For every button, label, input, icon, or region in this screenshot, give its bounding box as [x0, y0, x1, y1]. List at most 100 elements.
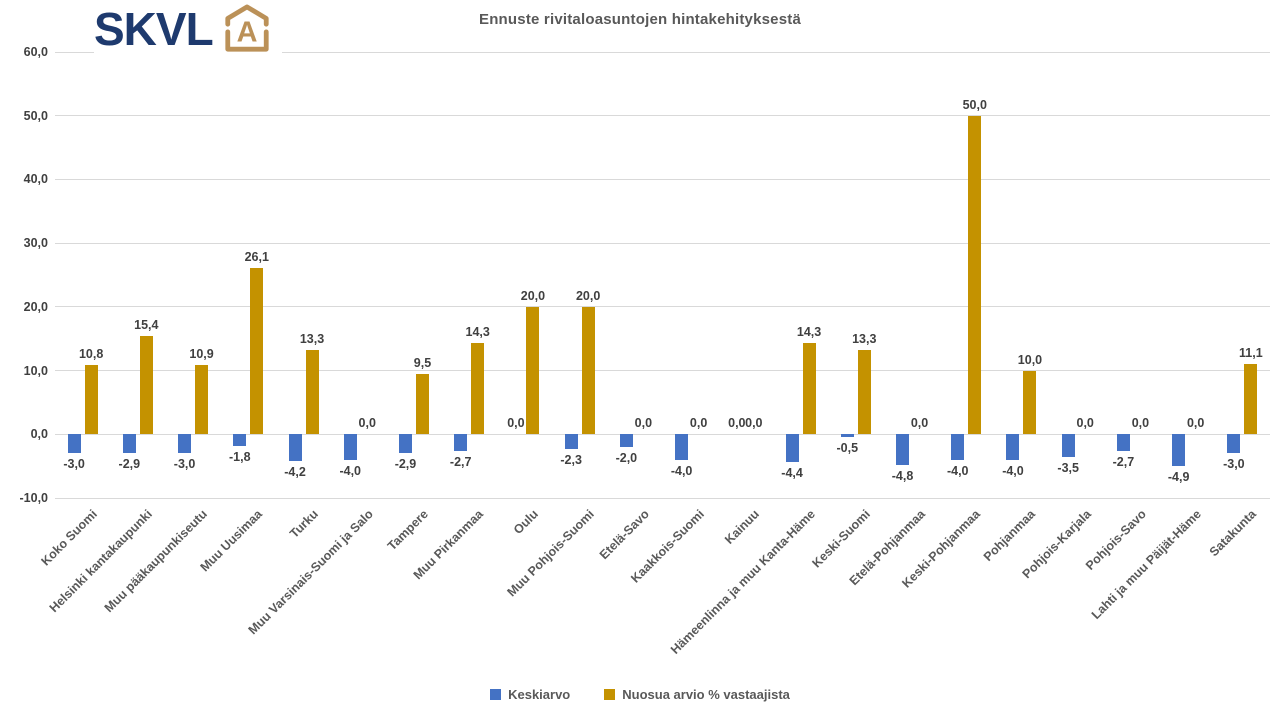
gridline: [55, 178, 1270, 180]
bar-value-label: 14,3: [796, 325, 822, 340]
bar-keskiarvo: [840, 434, 854, 438]
bar-nousu-arvio: [139, 336, 153, 435]
x-axis-category-label: Lahti ja muu Päijät-Häme: [1089, 507, 1205, 623]
bar-value-label: 0,0: [689, 416, 708, 431]
y-axis-tick-label: 50,0: [23, 108, 48, 123]
gridline: [55, 51, 1270, 53]
bar-keskiarvo: [896, 434, 910, 465]
bar-keskiarvo: [951, 434, 965, 460]
bar-value-label: -1,8: [229, 449, 251, 464]
bar-nousu-arvio: [471, 343, 485, 435]
bar-keskiarvo: [1006, 434, 1020, 460]
x-axis-category-label: Pohjanmaa: [981, 507, 1039, 565]
bar-keskiarvo: [564, 434, 578, 449]
bar-nousu-arvio: [84, 365, 98, 435]
bar-value-label: 0,0: [910, 416, 929, 431]
x-axis-category-label: Kainuu: [722, 507, 763, 547]
y-axis-tick-label: 10,0: [23, 363, 48, 378]
gridline: [55, 115, 1270, 117]
legend-swatch-icon: [490, 689, 502, 700]
bar-value-label: 14,3: [465, 325, 490, 340]
bar-nousu-arvio: [581, 306, 595, 435]
bar-value-label: 10,0: [1017, 352, 1043, 367]
bar-value-label: -2,7: [1112, 455, 1135, 470]
x-axis-category-label: Etelä-Savo: [596, 507, 652, 563]
chart-legend: Keskiarvo Nuosua arvio % vastaajista: [0, 687, 1280, 702]
svg-text:A: A: [236, 17, 257, 49]
bar-nousu-arvio: [415, 373, 429, 435]
bar-keskiarvo: [1172, 434, 1186, 466]
bar-keskiarvo: [122, 434, 136, 453]
bar-value-label: 9,5: [413, 355, 432, 370]
bar-value-label: 13,3: [852, 331, 877, 346]
bar-keskiarvo: [178, 434, 192, 454]
y-axis-tick-label: 30,0: [23, 236, 48, 251]
bar-value-label: 15,4: [134, 318, 159, 333]
bar-keskiarvo: [233, 434, 247, 446]
bar-value-label: 0,0: [1076, 416, 1094, 431]
bar-keskiarvo: [398, 434, 412, 453]
bar-value-label: 0,0: [358, 416, 376, 431]
bar-value-label: -4,0: [670, 463, 693, 478]
y-axis-tick-label: 40,0: [23, 172, 48, 187]
gridline: [55, 433, 1270, 435]
y-axis-tick-label: 60,0: [23, 45, 48, 59]
bar-value-label: -4,4: [781, 466, 803, 481]
x-axis-category-label: Tampere: [384, 507, 431, 554]
bar-value-label: 13,3: [299, 331, 325, 346]
gridline: [55, 370, 1270, 372]
x-axis-category-label: Satakunta: [1207, 507, 1260, 560]
legend-label: Nuosua arvio % vastaajista: [622, 687, 790, 702]
skvl-logo: SKVL A: [94, 4, 282, 54]
bar-keskiarvo: [1061, 434, 1075, 457]
bar-value-label: -4,2: [284, 465, 306, 480]
legend-swatch-icon: [604, 689, 616, 700]
bar-value-label: -3,0: [173, 457, 196, 472]
bar-nousu-arvio: [526, 306, 540, 435]
bar-value-label: -4,0: [1002, 463, 1024, 478]
bar-nousu-arvio: [802, 343, 816, 435]
y-axis-tick-label: 20,0: [23, 299, 48, 314]
bar-keskiarvo: [343, 434, 357, 460]
bar-keskiarvo: [619, 434, 633, 448]
bar-nousu-arvio: [968, 115, 982, 435]
bar-value-label: 0,0: [1186, 416, 1205, 431]
bar-nousu-arvio: [1244, 363, 1258, 435]
bar-nousu-arvio: [195, 364, 209, 435]
bar-value-label: 10,8: [78, 347, 104, 362]
x-axis-category-label: Koko Suomi: [38, 507, 100, 569]
bar-keskiarvo: [1116, 434, 1130, 452]
bar-nousu-arvio: [1023, 370, 1037, 435]
bar-value-label: -3,0: [63, 457, 85, 472]
bar-value-label: -2,0: [615, 451, 638, 466]
skvl-logo-text: SKVL: [94, 3, 214, 55]
bar-keskiarvo: [1227, 434, 1241, 454]
gridline: [55, 306, 1270, 308]
bar-value-label: -4,0: [339, 463, 362, 478]
x-axis-category-label: Helsinki kantakaupunki: [46, 507, 155, 616]
y-axis-tick-label: 0,0: [30, 427, 48, 442]
bar-value-label: -4,8: [891, 468, 914, 483]
x-axis-category-label: Turku: [286, 507, 321, 541]
bar-keskiarvo: [67, 434, 81, 454]
bar-value-label: 11,1: [1239, 345, 1263, 360]
bar-value-label: 50,0: [962, 97, 987, 112]
legend-item: Nuosua arvio % vastaajista: [604, 687, 790, 702]
gridline: [55, 497, 1270, 499]
bar-value-label: 0,0: [745, 416, 763, 431]
bar-value-label: 0,0: [507, 416, 525, 431]
legend-label: Keskiarvo: [508, 687, 571, 702]
bar-keskiarvo: [675, 434, 689, 460]
bar-value-label: 0,0: [634, 416, 653, 431]
bar-nousu-arvio: [857, 349, 871, 435]
bar-value-label: -2,7: [449, 455, 472, 470]
bar-keskiarvo: [288, 434, 302, 462]
bar-value-label: -3,5: [1057, 460, 1079, 475]
x-axis-category-label: Oulu: [511, 507, 542, 538]
bar-value-label: -2,9: [394, 456, 417, 471]
bar-value-label: 0,0: [728, 416, 746, 431]
bar-value-label: 20,0: [575, 288, 601, 303]
y-axis-tick-label: -10,0: [19, 491, 49, 505]
